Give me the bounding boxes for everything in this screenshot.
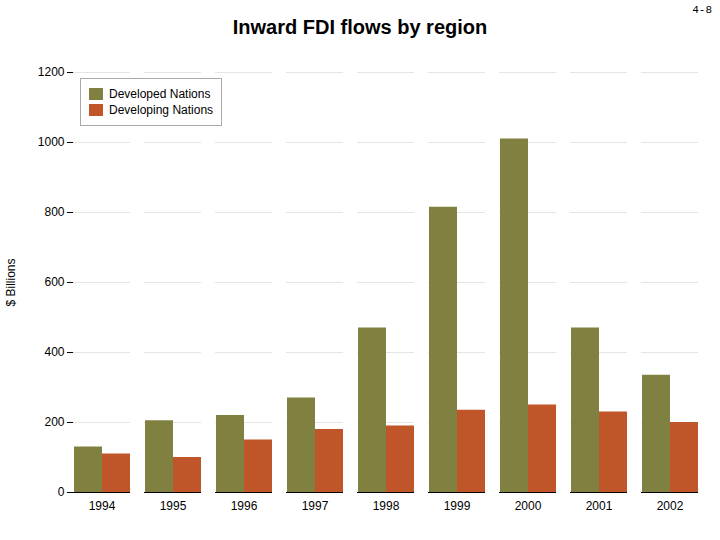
svg-text:1998: 1998 (373, 499, 400, 513)
svg-text:800: 800 (44, 205, 64, 219)
svg-text:1997: 1997 (302, 499, 329, 513)
svg-text:400: 400 (44, 345, 64, 359)
svg-text:2002: 2002 (657, 499, 684, 513)
html-text:Developing Nations: Developing Nations (109, 103, 214, 117)
svg-text:200: 200 (44, 415, 64, 429)
html-text:Developed Nations: Developed Nations (109, 87, 211, 101)
svg-text:1200: 1200 (38, 65, 65, 79)
html-text:Inward FDI flows by region: Inward FDI flows by region (232, 16, 488, 38)
svg-text:0: 0 (58, 485, 65, 499)
svg-text:2001: 2001 (586, 499, 613, 513)
svg-text:1000: 1000 (38, 135, 65, 149)
svg-text:1994: 1994 (89, 499, 116, 513)
svg-text:1996: 1996 (231, 499, 258, 513)
svg-text:600: 600 (44, 275, 64, 289)
svg-text:1999: 1999 (444, 499, 471, 513)
svg-text:$ Billions: $ Billions (4, 258, 18, 306)
svg-text:2000: 2000 (515, 499, 542, 513)
svg-text:1995: 1995 (160, 499, 187, 513)
html-text:4-8: 4-8 (692, 4, 712, 16)
